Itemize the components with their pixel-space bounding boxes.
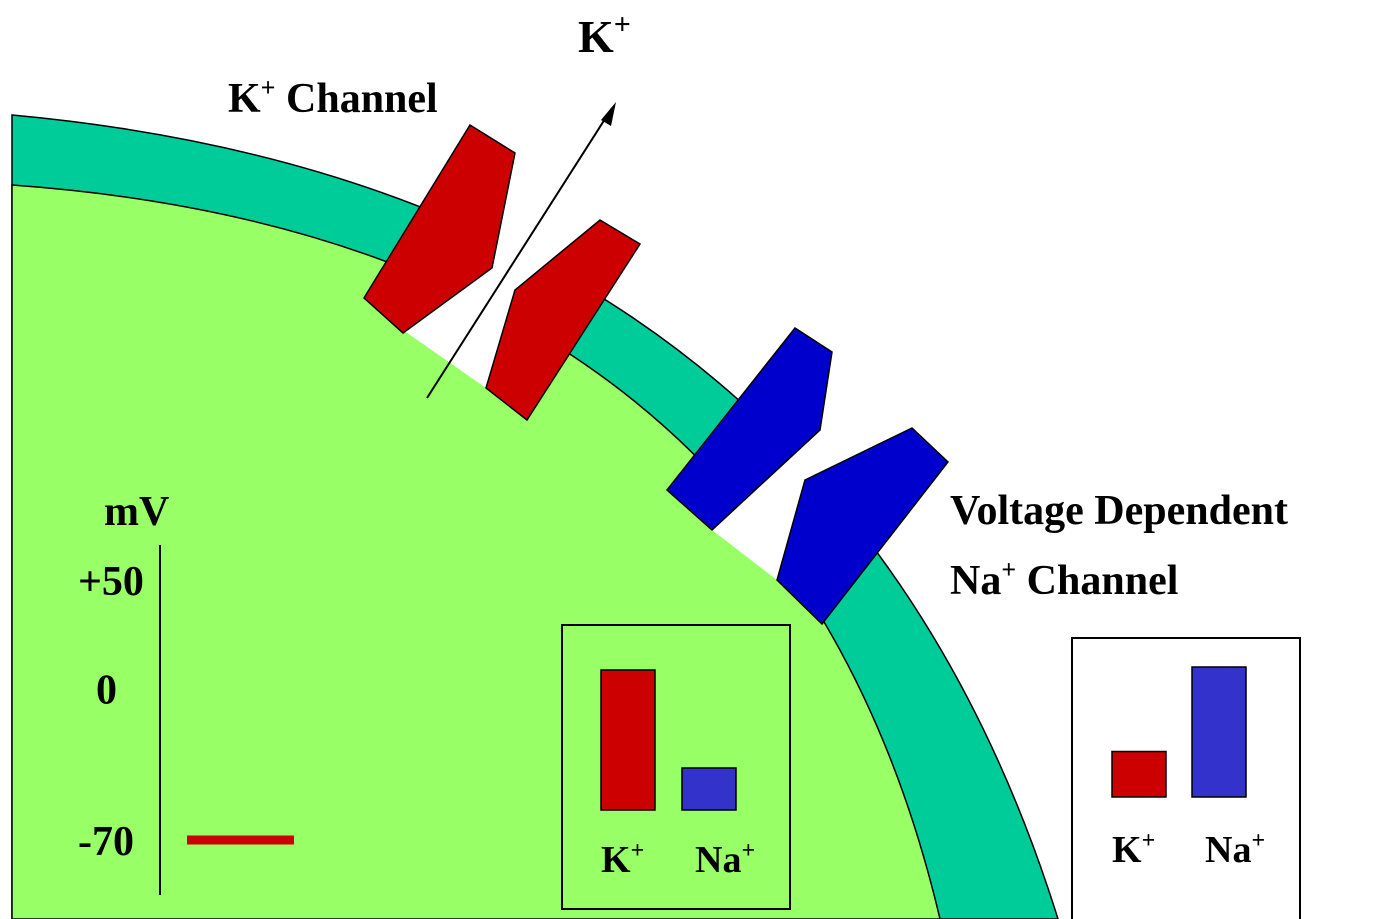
voltage-tick-label: -70: [78, 819, 134, 865]
k-channel-label: K+ Channel: [228, 73, 438, 122]
inside-concentration-box: K+ Na+: [561, 624, 791, 910]
ion-label-k-top: K+: [578, 8, 631, 62]
k-efflux-arrow: [426, 107, 613, 399]
inside-k-label: K+: [601, 838, 644, 881]
k-efflux-arrowhead: [601, 102, 616, 126]
k-channel-right-subunit: [485, 219, 642, 422]
na-channel-label-line2: Na+ Channel: [950, 555, 1178, 604]
voltage-tick-label: 0: [96, 667, 117, 713]
outside-na-bar: [1191, 666, 1247, 798]
na-channel-right-subunit: [776, 427, 950, 626]
outside-k-label: K+: [1112, 828, 1155, 871]
inside-na-bar: [681, 767, 737, 811]
voltage-ticks: +50 0 -70: [78, 559, 144, 865]
outside-concentration-box: K+ Na+: [1071, 637, 1301, 919]
voltage-unit-label: mV: [104, 489, 169, 535]
outside-k-bar: [1111, 750, 1167, 798]
k-channel-pore: [403, 143, 640, 388]
voltage-tick-label: +50: [78, 559, 144, 605]
cytoplasm: [11, 184, 941, 919]
na-channel-label-line1: Voltage Dependent: [950, 488, 1288, 534]
inside-na-label: Na+: [695, 838, 755, 881]
k-channel-left-subunit: [363, 123, 516, 334]
na-channel-pore: [712, 345, 946, 580]
outside-na-label: Na+: [1205, 828, 1265, 871]
inside-box-frame: [561, 624, 791, 910]
na-channel-left-subunit: [665, 326, 833, 532]
inside-k-bar: [600, 669, 656, 811]
outside-box-frame: [1071, 637, 1301, 919]
